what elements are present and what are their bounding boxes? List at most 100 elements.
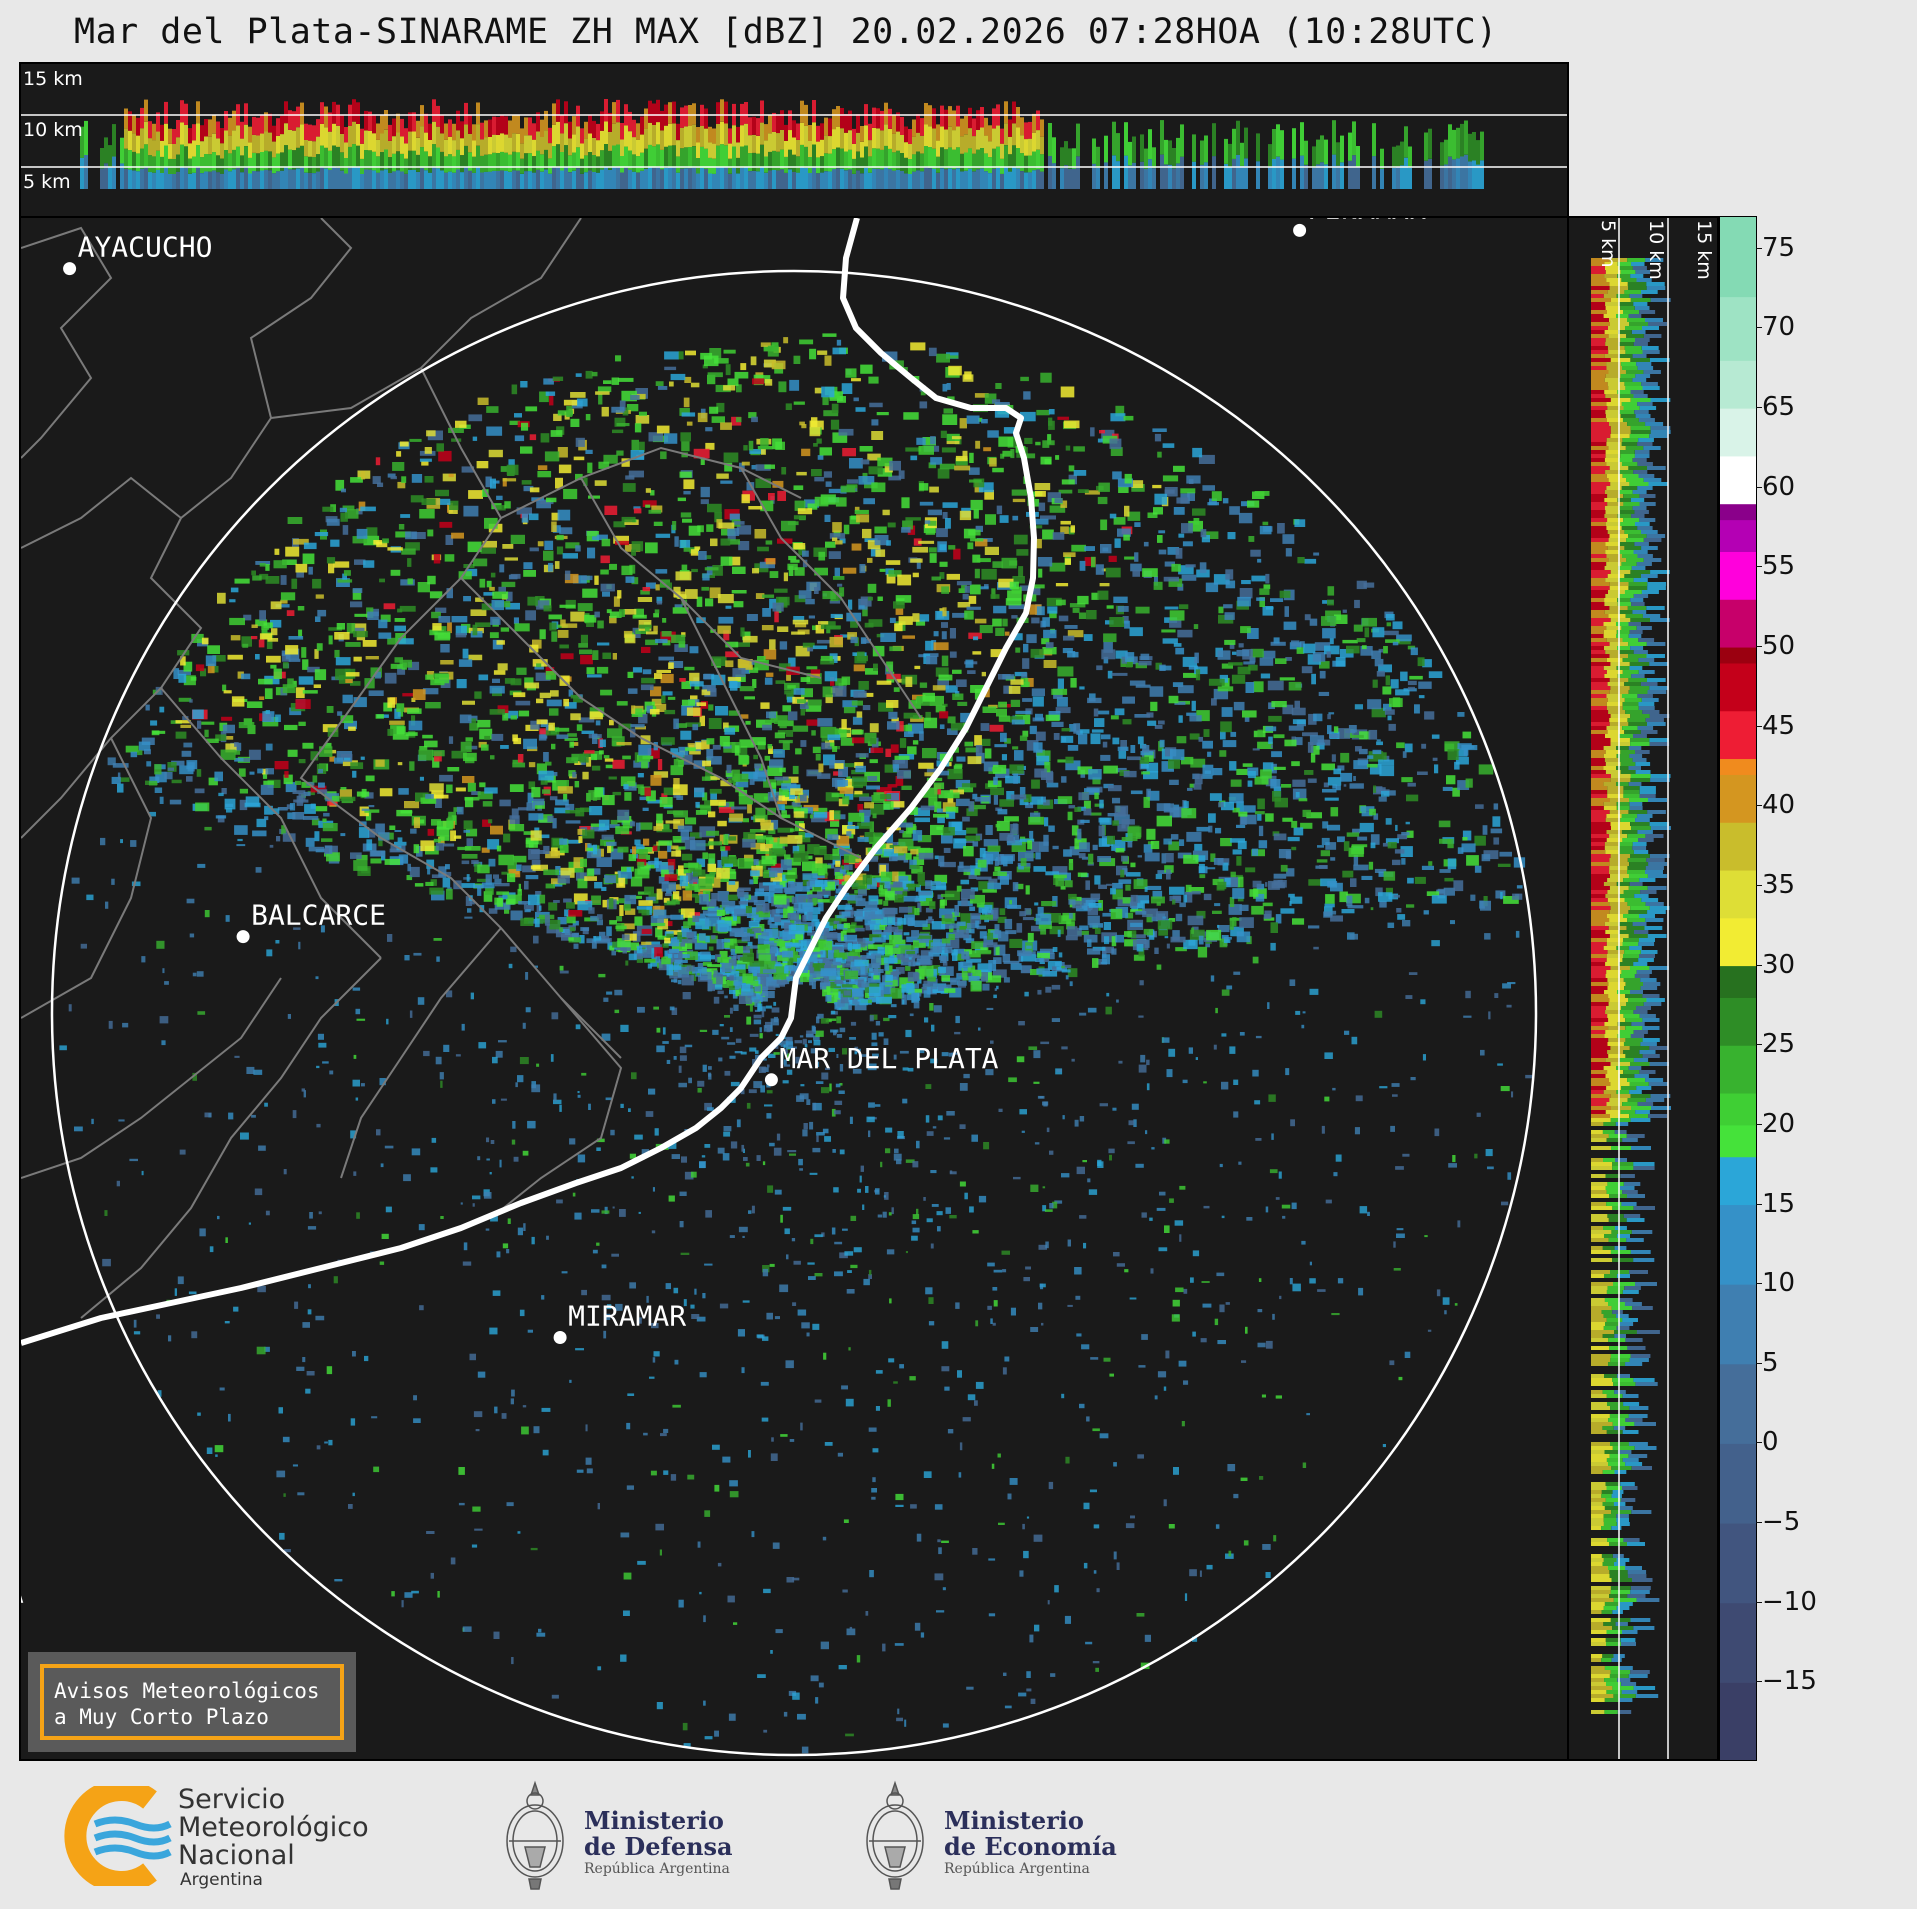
smn-line2: Meteorológico (178, 1812, 369, 1843)
economia-line3: República Argentina (944, 1861, 1090, 1877)
top-cross-section-plot (21, 99, 1567, 189)
top-cross-section: 15 km 10 km 5 km (19, 62, 1569, 218)
city-label: BALCARCE (251, 899, 386, 932)
defensa-shield-icon (506, 1780, 564, 1890)
colorbar-band-22 (1720, 551, 1756, 600)
radar-map: GRAL. ALVEARLAS FLORESDOLORESSAN C. DEL … (19, 216, 1569, 1761)
economia-line2: de Economía (944, 1832, 1117, 1861)
top-xsec-label-15km: 15 km (23, 68, 83, 90)
right-xsec-echoes (1591, 258, 1671, 1714)
coastline (21, 218, 1037, 1346)
colorbar-tick-label: 5 (1756, 1347, 1779, 1378)
right-xsec-label-5km: 5 km (1597, 220, 1619, 268)
colorbar-tick-label: 70 (1755, 312, 1796, 343)
right-xsec-label-10km: 10 km (1645, 220, 1667, 280)
colorbar-band-25 (1720, 455, 1756, 505)
defensa-logo-text: Ministerio de Defensa República Argentin… (584, 1808, 733, 1878)
city-dot (553, 1331, 567, 1344)
colorbar-tick-label: −15 (1756, 1666, 1817, 1697)
colorbar-tick-label: 50 (1755, 631, 1796, 662)
right-cross-section: 5 km 10 km 15 km (1567, 216, 1719, 1761)
radar-map-plot: GRAL. ALVEARLAS FLORESDOLORESSAN C. DEL … (21, 218, 1538, 1757)
colorbar-tick-label: 75 (1755, 232, 1796, 263)
colorbar-tick-label: 20 (1755, 1108, 1796, 1139)
right-xsec-label-15km: 15 km (1693, 220, 1715, 280)
colorbar-band-7 (1720, 1156, 1756, 1206)
smn-logo-text: Servicio Meteorológico Nacional Argentin… (178, 1786, 369, 1891)
colorbar-band-21 (1720, 599, 1756, 648)
colorbar-tick-label: 10 (1755, 1268, 1796, 1299)
city-dot (236, 930, 250, 944)
avisos-line1: Avisos Meteorológicos (54, 1679, 320, 1703)
range-ring (50, 269, 1538, 1757)
colorbar-tick-label: 55 (1755, 551, 1796, 582)
colorbar-band-10 (1720, 1045, 1756, 1094)
colorbar-scale (1720, 217, 1756, 1760)
colorbar-band-18 (1720, 710, 1756, 760)
city-dot (1293, 223, 1307, 237)
defensa-line3: República Argentina (584, 1861, 730, 1877)
colorbar-band-27 (1720, 360, 1756, 409)
top-xsec-label-10km: 10 km (23, 119, 83, 141)
colorbar-tick-label: 30 (1755, 949, 1796, 980)
page-title: Mar del Plata-SINARAME ZH MAX [dBZ] 20.0… (74, 12, 1498, 52)
defensa-line2: de Defensa (584, 1832, 733, 1861)
colorbar-tick-label: 25 (1755, 1029, 1796, 1060)
colorbar-band-23 (1720, 519, 1756, 552)
colorbar-band-20 (1720, 647, 1756, 664)
colorbar-band-12 (1720, 965, 1756, 998)
colorbar-tick-label: 65 (1755, 392, 1796, 423)
colorbar-band-15 (1720, 822, 1756, 871)
colorbar-band-13 (1720, 917, 1756, 967)
city-dot (63, 262, 77, 276)
top-xsec-label-5km: 5 km (23, 171, 71, 193)
colorbar-band-29 (1720, 217, 1756, 298)
colorbar-tick-label: −5 (1755, 1507, 1801, 1538)
smn-line3: Nacional (178, 1840, 295, 1871)
avisos-line2: a Muy Corto Plazo (54, 1705, 269, 1729)
economia-line1: Ministerio (944, 1806, 1084, 1835)
city-markers: GRAL. ALVEARLAS FLORESDOLORESSAN C. DEL … (21, 218, 1426, 1609)
colorbar-band-16 (1720, 774, 1756, 823)
colorbar-band-8 (1720, 1124, 1756, 1158)
colorbar-band-11 (1720, 997, 1756, 1046)
colorbar-tick-label: 0 (1756, 1427, 1779, 1458)
economia-shield-icon (866, 1780, 924, 1890)
colorbar-band-28 (1720, 296, 1756, 361)
city-label: PINAMAR (1308, 218, 1426, 225)
colorbar-band-3 (1720, 1443, 1756, 1524)
colorbar-band-17 (1720, 758, 1756, 775)
district-boundaries (21, 218, 922, 1319)
right-cross-section-plot (1591, 218, 1671, 1759)
colorbar-band-4 (1720, 1363, 1756, 1444)
colorbar-tick-label: 35 (1755, 869, 1796, 900)
colorbar-tick-label: 15 (1755, 1188, 1796, 1219)
colorbar-band-14 (1720, 870, 1756, 919)
top-xsec-echoes (80, 99, 1484, 189)
colorbar-band-5 (1720, 1284, 1756, 1365)
city-label: MAR DEL PLATA (779, 1042, 998, 1075)
smn-line4: Argentina (180, 1870, 263, 1890)
city-dot (764, 1073, 778, 1087)
city-label: AYACUCHO (78, 231, 213, 264)
colorbar-band-1 (1720, 1602, 1756, 1683)
colorbar-band-2 (1720, 1523, 1756, 1604)
smn-logo-icon (64, 1786, 172, 1886)
colorbar-band-19 (1720, 662, 1756, 712)
colorbar (1719, 216, 1757, 1761)
colorbar-tick-label: 40 (1755, 790, 1796, 821)
colorbar-tick-label: −10 (1756, 1586, 1817, 1617)
city-label: NECOCHEA (21, 1576, 24, 1609)
city-label: MIRAMAR (568, 1300, 686, 1333)
defensa-line1: Ministerio (584, 1806, 724, 1835)
colorbar-band-6 (1720, 1204, 1756, 1285)
colorbar-band-0 (1720, 1682, 1756, 1760)
colorbar-band-24 (1720, 503, 1756, 521)
avisos-box: Avisos Meteorológicos a Muy Corto Plazo (28, 1652, 356, 1752)
radar-echoes (59, 333, 1533, 1754)
colorbar-band-26 (1720, 408, 1756, 457)
colorbar-tick-label: 45 (1755, 710, 1796, 741)
colorbar-tick-label: 60 (1755, 471, 1796, 502)
colorbar-band-9 (1720, 1093, 1756, 1126)
